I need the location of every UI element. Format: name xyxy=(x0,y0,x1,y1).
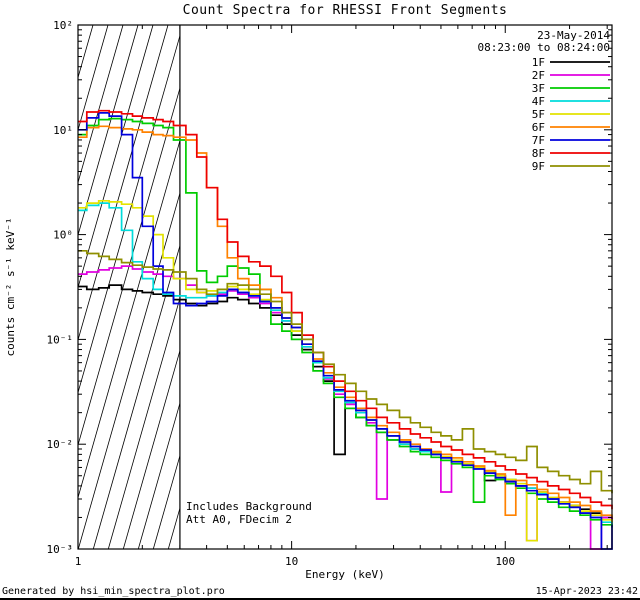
hatch-line xyxy=(77,24,109,131)
y-tick-label: 10⁻² xyxy=(47,438,74,451)
legend-label-4F: 4F xyxy=(532,95,545,108)
y-tick-label: 10¹ xyxy=(53,124,73,137)
series-5F-line xyxy=(78,199,613,542)
legend-label-9F: 9F xyxy=(532,160,545,173)
legend-label-8F: 8F xyxy=(532,147,545,160)
legend-label-1F: 1F xyxy=(532,56,545,69)
y-axis-label: counts cm⁻² s⁻¹ keV⁻¹ xyxy=(4,217,17,356)
plot-area: 1 10 100 10⁻³ 10⁻² 10⁻¹ 10⁰ 10¹ 10² 1F2F3F4F5F6F7… xyxy=(47,19,613,568)
footer-timestamp: 15-Apr-2023 23:42 xyxy=(536,586,638,597)
x-axis-label: Energy (keV) xyxy=(305,568,384,581)
x-tick-label: 100 xyxy=(495,555,515,568)
footer-generator: Generated by hsi_min_spectra_plot.pro xyxy=(2,586,225,597)
hatch-line xyxy=(167,508,181,550)
bottom-border xyxy=(0,598,640,600)
y-tick-label: 10⁻¹ xyxy=(47,333,74,346)
hatch-line xyxy=(77,24,169,341)
plot-frame xyxy=(77,24,613,550)
legend-label-6F: 6F xyxy=(532,121,545,134)
hatch-line xyxy=(77,35,181,393)
x-tick-label: 1 xyxy=(75,555,82,568)
legend-label-3F: 3F xyxy=(532,82,545,95)
hatch-line xyxy=(137,403,181,550)
series-4F-line xyxy=(78,202,613,525)
series-9F-line xyxy=(78,249,613,494)
hatch-line xyxy=(77,24,94,78)
hatch-line xyxy=(152,455,181,550)
hatch-line xyxy=(77,24,139,236)
hatch-line xyxy=(77,193,181,550)
background-note: Includes Background xyxy=(186,500,312,513)
y-tick-label: 10⁰ xyxy=(53,229,73,242)
legend-label-7F: 7F xyxy=(532,134,545,147)
hatch-line xyxy=(77,24,154,288)
hatch-line xyxy=(122,350,181,550)
chart-title: Count Spectra for RHESSI Front Segments xyxy=(183,3,508,18)
date-annotation: 23-May-2014 xyxy=(537,29,610,42)
legend-label-2F: 2F xyxy=(532,69,545,82)
series-8F-line xyxy=(78,109,613,510)
legend-label-5F: 5F xyxy=(532,108,545,121)
y-tick-label: 10² xyxy=(53,19,73,32)
y-tick-label: 10⁻³ xyxy=(47,543,74,556)
x-tick-label: 10 xyxy=(285,555,298,568)
time-range-annotation: 08:23:00 to 08:24:00 xyxy=(478,41,610,54)
series-7F-line xyxy=(78,112,613,550)
hatch-line xyxy=(77,24,124,183)
hatch-line xyxy=(77,140,181,498)
attenuator-note: Att A0, FDecim 2 xyxy=(186,513,292,526)
hatch-line xyxy=(107,298,181,550)
